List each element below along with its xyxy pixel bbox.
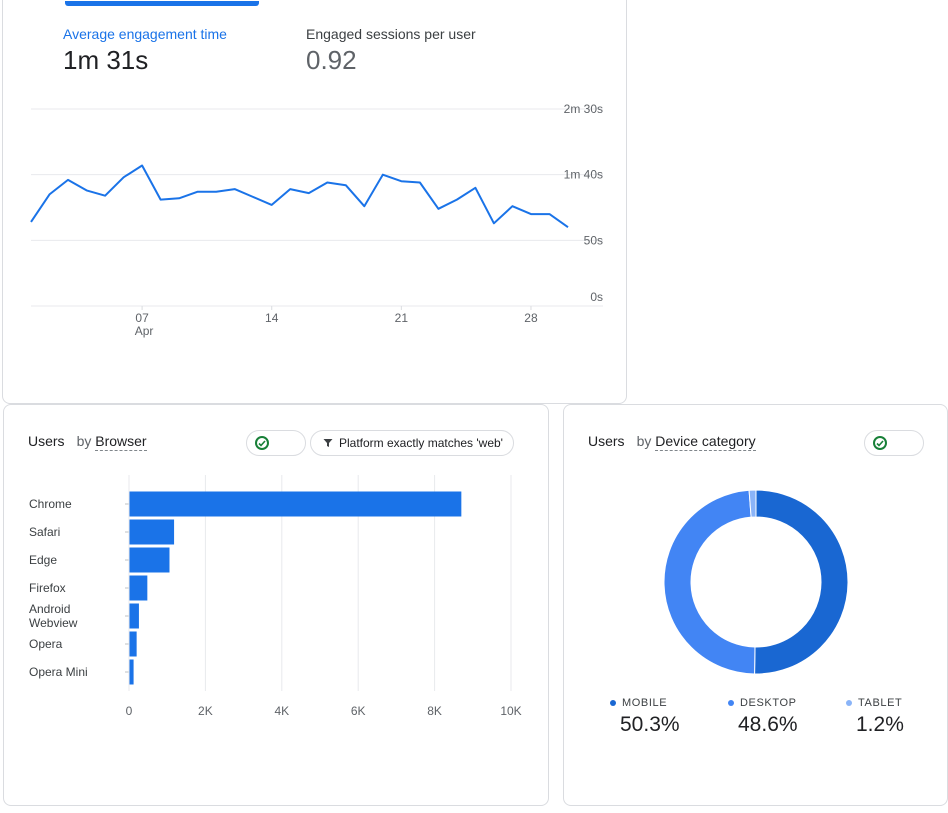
users-by-browser-card: Users by Browser Platform exactly matches… <box>3 404 549 806</box>
check-circle-icon <box>255 436 269 450</box>
title-by: by <box>76 433 92 449</box>
metric-tab-engaged-sessions-per-user[interactable]: Engaged sessions per user 0.92 <box>306 26 476 76</box>
x-tick-label: 28 <box>524 311 538 325</box>
x-tick-label: 07 <box>135 311 149 325</box>
x-tick-label: 6K <box>351 704 366 718</box>
comparison-status-pill[interactable] <box>864 430 924 456</box>
x-tick-label: 21 <box>395 311 409 325</box>
donut-slice-mobile <box>754 489 849 675</box>
engagement-card: Average engagement time 1m 31s Engaged s… <box>2 0 627 404</box>
legend-dot <box>610 700 616 706</box>
legend-item-mobile: MOBILE 50.3% <box>610 697 680 737</box>
card-title: Users by Device category <box>588 433 756 451</box>
metric-value: 0.92 <box>306 45 357 75</box>
category-label: Firefox <box>29 581 66 595</box>
device-category-donut-chart <box>663 489 849 675</box>
legend-label: MOBILE <box>622 697 668 709</box>
metric-label: Average engagement time <box>63 26 227 42</box>
y-tick-label: 0s <box>590 290 603 304</box>
category-label: Opera Mini <box>29 665 88 679</box>
comparison-status-pill[interactable] <box>246 430 306 456</box>
metric-label: Engaged sessions per user <box>306 26 476 42</box>
title-dimension-selector[interactable]: Browser <box>95 433 147 451</box>
x-tick-sublabel: Apr <box>135 324 154 338</box>
filter-chip[interactable]: Platform exactly matches 'web' <box>310 430 514 456</box>
x-tick-label: 10K <box>500 704 521 718</box>
legend-value: 1.2% <box>856 713 904 736</box>
filter-label: Platform exactly matches 'web' <box>339 436 503 450</box>
y-tick-label: 1m 40s <box>564 168 603 182</box>
legend-dot <box>846 700 852 706</box>
legend-value: 50.3% <box>620 713 680 736</box>
legend-label: TABLET <box>858 697 903 709</box>
x-tick-label: 0 <box>126 704 133 718</box>
legend-label: DESKTOP <box>740 697 797 709</box>
x-tick-label: 4K <box>274 704 289 718</box>
x-tick-label: 2K <box>198 704 213 718</box>
category-label: Safari <box>29 525 60 539</box>
x-tick-label: 14 <box>265 311 279 325</box>
category-label: Opera <box>29 637 63 651</box>
bar-firefox <box>129 575 148 601</box>
users-by-browser-bar-chart: 0 2K 4K 6K 8K 10K Chrome Safari Edge Firefox Andro… <box>29 475 522 718</box>
bar-edge <box>129 547 170 573</box>
users-by-device-card: Users by Device category MOBILE 50.3% DES… <box>563 404 948 806</box>
category-label: Chrome <box>29 497 72 511</box>
bar-safari <box>129 519 175 545</box>
bar-opera-mini <box>129 659 134 685</box>
title-by: by <box>636 433 652 449</box>
legend-value: 48.6% <box>738 713 798 736</box>
donut-slice-tablet <box>748 489 757 518</box>
category-label: Webview <box>29 616 78 630</box>
title-dimension-selector[interactable]: Device category <box>655 433 756 451</box>
y-tick-label: 2m 30s <box>564 102 603 116</box>
filter-icon <box>323 438 333 448</box>
engagement-line-series <box>30 164 569 229</box>
legend-item-tablet: TABLET 1.2% <box>846 697 904 737</box>
bar-opera <box>129 631 137 657</box>
metric-tab-avg-engagement-time[interactable]: Average engagement time 1m 31s <box>63 26 227 76</box>
bar-android-webview <box>129 603 139 629</box>
legend-dot <box>728 700 734 706</box>
metric-value: 1m 31s <box>63 45 149 75</box>
title-metric: Users <box>28 433 65 449</box>
bar-chrome <box>129 491 462 517</box>
active-tab-indicator <box>65 1 259 6</box>
donut-slice-desktop <box>663 489 756 675</box>
legend-item-desktop: DESKTOP 48.6% <box>728 697 798 737</box>
x-tick-label: 8K <box>427 704 442 718</box>
card-title: Users by Browser <box>28 433 147 451</box>
title-metric: Users <box>588 433 625 449</box>
check-circle-icon <box>873 436 887 450</box>
y-tick-label: 50s <box>584 233 603 247</box>
category-label: Edge <box>29 553 57 567</box>
category-label: Android <box>29 602 70 616</box>
